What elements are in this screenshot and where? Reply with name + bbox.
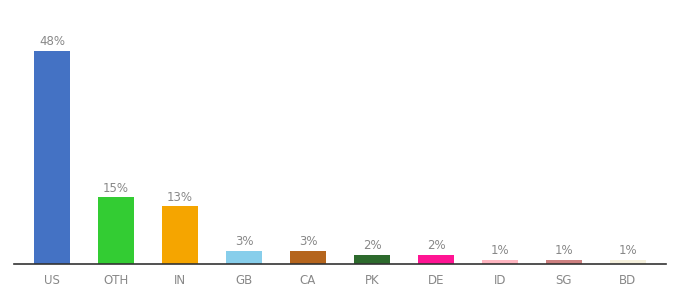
Text: 13%: 13% — [167, 190, 193, 204]
Text: 2%: 2% — [362, 239, 381, 252]
Bar — [418, 255, 454, 264]
Bar — [547, 260, 581, 264]
Text: 15%: 15% — [103, 182, 129, 195]
Bar — [163, 206, 198, 264]
Text: 3%: 3% — [299, 235, 318, 248]
Bar — [611, 260, 645, 264]
Text: 3%: 3% — [235, 235, 253, 248]
Bar — [354, 255, 390, 264]
Bar — [226, 251, 262, 264]
Text: 1%: 1% — [555, 244, 573, 257]
Text: 2%: 2% — [426, 239, 445, 252]
Bar — [35, 51, 69, 264]
Bar — [482, 260, 517, 264]
Text: 1%: 1% — [619, 244, 637, 257]
Bar — [99, 197, 133, 264]
Bar — [290, 251, 326, 264]
Text: 1%: 1% — [491, 244, 509, 257]
Text: 48%: 48% — [39, 35, 65, 48]
